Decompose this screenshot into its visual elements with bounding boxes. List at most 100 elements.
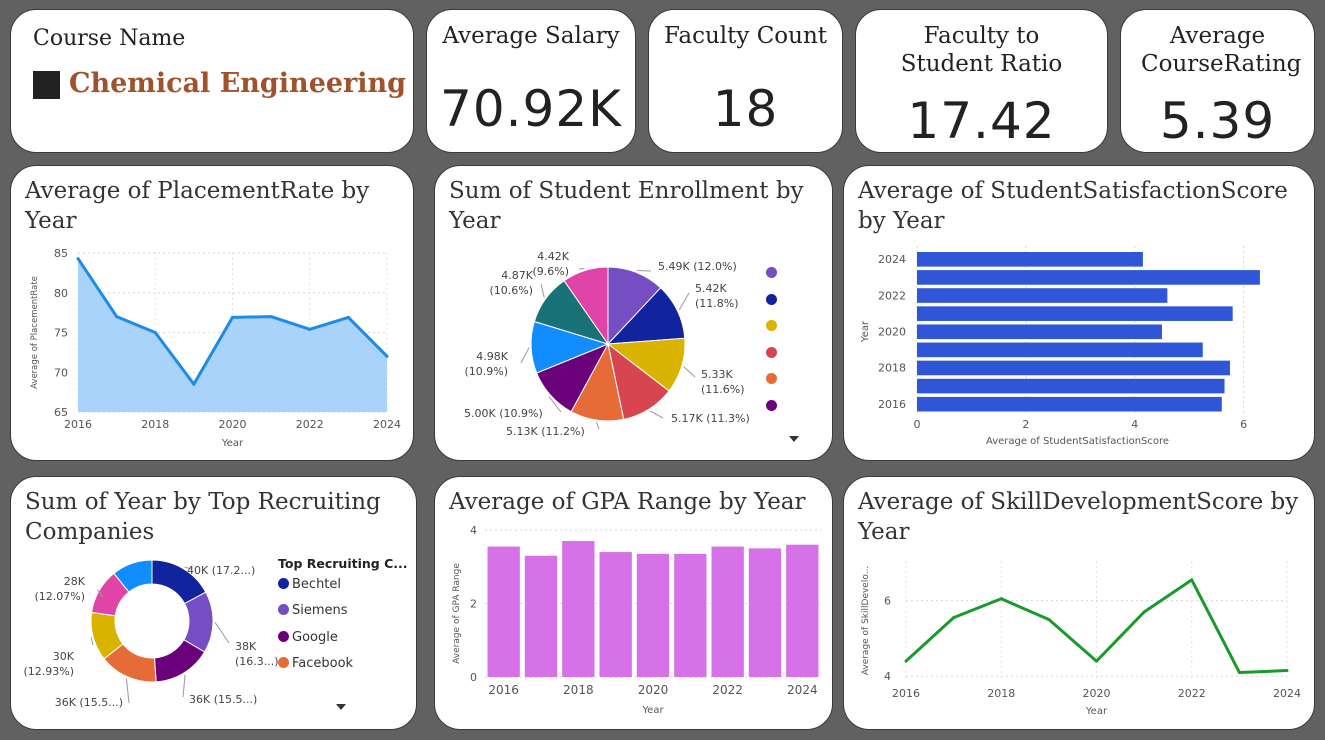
chart-title: Sum of Year by Top Recruiting Companies [25, 489, 381, 545]
chart-title: Average of GPA Range by Year [449, 489, 806, 515]
recruiters-card[interactable]: Sum of Year by Top Recruiting Companies … [10, 476, 417, 730]
x-tick-label: 2018 [563, 683, 594, 697]
slice-label: 30K [53, 650, 75, 663]
slice-label: (10.6%) [489, 284, 533, 297]
chart-title: Average of StudentSatisfactionScore by Y… [858, 178, 1288, 234]
chart-title: Average of SkillDevelopmentScore by Year [858, 489, 1299, 545]
slice-label: (9.6%) [532, 265, 569, 278]
bar [748, 548, 782, 677]
x-axis-label: Year [1085, 706, 1108, 717]
leader-line [649, 410, 664, 419]
x-tick-label: 2020 [219, 418, 247, 431]
legend-scroll-caret[interactable] [336, 704, 346, 710]
x-tick-label: 2016 [64, 418, 92, 431]
kpi-value: 18 [712, 80, 779, 138]
slicer-checkbox[interactable] [33, 71, 60, 99]
bar [917, 378, 1225, 394]
slice-label: 28K [64, 575, 86, 588]
bar [917, 306, 1233, 321]
x-tick-label: 2016 [892, 687, 920, 700]
legend-item-google[interactable]: Google [278, 630, 338, 645]
x-tick-label: 2024 [1273, 687, 1301, 700]
course-slicer[interactable]: Course Name Chemical Engineering [10, 9, 414, 153]
satisfaction-bar-chart[interactable]: 0 2 4 6 2024 2022 2020 2018 2016 Average of Stude… [844, 166, 1315, 461]
data-point [1237, 670, 1241, 674]
data-point [904, 659, 908, 663]
legend-label: Google [292, 630, 338, 645]
x-axis-label: Average of StudentSatisfactionScore [986, 436, 1169, 447]
skill-card[interactable]: Average of SkillDevelopmentScore by Year… [843, 476, 1315, 730]
legend-scroll-caret[interactable] [789, 436, 799, 442]
legend-title: Top Recruiting C... [278, 556, 408, 571]
legend-dot [278, 631, 289, 642]
legend-dot[interactable] [766, 267, 777, 278]
leader-line [548, 396, 562, 413]
legend-item-facebook[interactable]: Facebook [278, 656, 353, 671]
x-tick-label: 2024 [373, 418, 401, 431]
data-point [385, 354, 389, 358]
legend-dot[interactable] [766, 293, 777, 305]
y-axis-label: Average of GPA Range [452, 563, 462, 664]
placement-rate-card[interactable]: Average of PlacementRate by Year 65 70 75 8… [10, 165, 414, 461]
satisfaction-card[interactable]: Average of StudentSatisfactionScore by Y… [843, 165, 1315, 461]
kpi-card-average-course-rating: Average CourseRating 5.39 [1120, 9, 1315, 153]
data-point [1047, 618, 1051, 622]
recruiters-donut-chart[interactable]: 40K (17.2...) 38K (16.3...) 36K (15.5...) 36… [11, 477, 417, 730]
area-fill [78, 258, 387, 412]
slicer-selected-value[interactable]: Chemical Engineering [69, 68, 407, 99]
pie-slice [563, 266, 609, 346]
slice-label: 36K (15.5...) [55, 696, 123, 709]
data-point [192, 382, 196, 386]
data-point [1142, 610, 1146, 614]
pie-slice [113, 559, 153, 593]
slicer-title: Course Name [33, 26, 186, 51]
data-point [1285, 669, 1289, 673]
x-tick-label: 2018 [987, 687, 1015, 700]
chart-title: Average of PlacementRate by Year [25, 178, 370, 234]
y-tick-label: 2018 [878, 362, 906, 375]
slice-label: 5.13K (11.2%) [506, 425, 585, 438]
bar [562, 541, 595, 677]
leader-line [96, 589, 104, 598]
legend-dot[interactable] [766, 373, 777, 384]
slice-label: 5.33K [701, 368, 733, 381]
leader-line [125, 678, 130, 704]
y-axis-label: Average of SkillDevelo... [861, 566, 871, 676]
x-tick-label: 4 [1131, 418, 1138, 431]
x-tick-label: 2022 [1178, 687, 1206, 700]
y-tick-label: 75 [54, 327, 68, 340]
bar [711, 546, 744, 677]
x-tick-label: 2018 [141, 418, 169, 431]
legend-item-siemens[interactable]: Siemens [278, 603, 348, 618]
slice-label: (10.9%) [464, 365, 508, 378]
slice-label: 4.98K [476, 350, 508, 363]
legend-dot[interactable] [766, 346, 777, 358]
data-point [153, 331, 157, 334]
slice-label: 40K (17.2...) [187, 564, 255, 577]
leader-line [520, 347, 530, 364]
slice-label: 5.42K [695, 282, 727, 295]
legend-dot [278, 578, 289, 589]
bar [636, 553, 670, 677]
y-tick-label: 2022 [878, 289, 906, 302]
data-point [231, 315, 234, 319]
gpa-card[interactable]: Average of GPA Range by Year 0 2 4 2016 2018… [434, 476, 833, 730]
x-tick-label: 6 [1240, 418, 1247, 431]
enrollment-pie-chart[interactable]: 5.49K (12.0%) 5.42K (11.8%) 5.33K (11.6%) 5.1… [435, 166, 833, 461]
kpi-card-average-salary: Average Salary 70.92K [426, 9, 636, 153]
bar [599, 552, 632, 677]
x-tick-label: 2016 [488, 683, 519, 697]
legend-dot [278, 604, 289, 615]
leader-line [683, 366, 696, 378]
legend-dot[interactable] [766, 320, 777, 331]
y-tick-label: 4 [884, 670, 891, 683]
legend-dot[interactable] [766, 399, 777, 411]
legend-item-bechtel[interactable]: Bechtel [278, 577, 341, 592]
enrollment-card[interactable]: Sum of Student Enrollment by Year 5.49K … [434, 165, 833, 461]
bar [917, 396, 1222, 412]
kpi-value: 70.92K [440, 80, 622, 138]
kpi-label: Average Salary [442, 23, 620, 49]
